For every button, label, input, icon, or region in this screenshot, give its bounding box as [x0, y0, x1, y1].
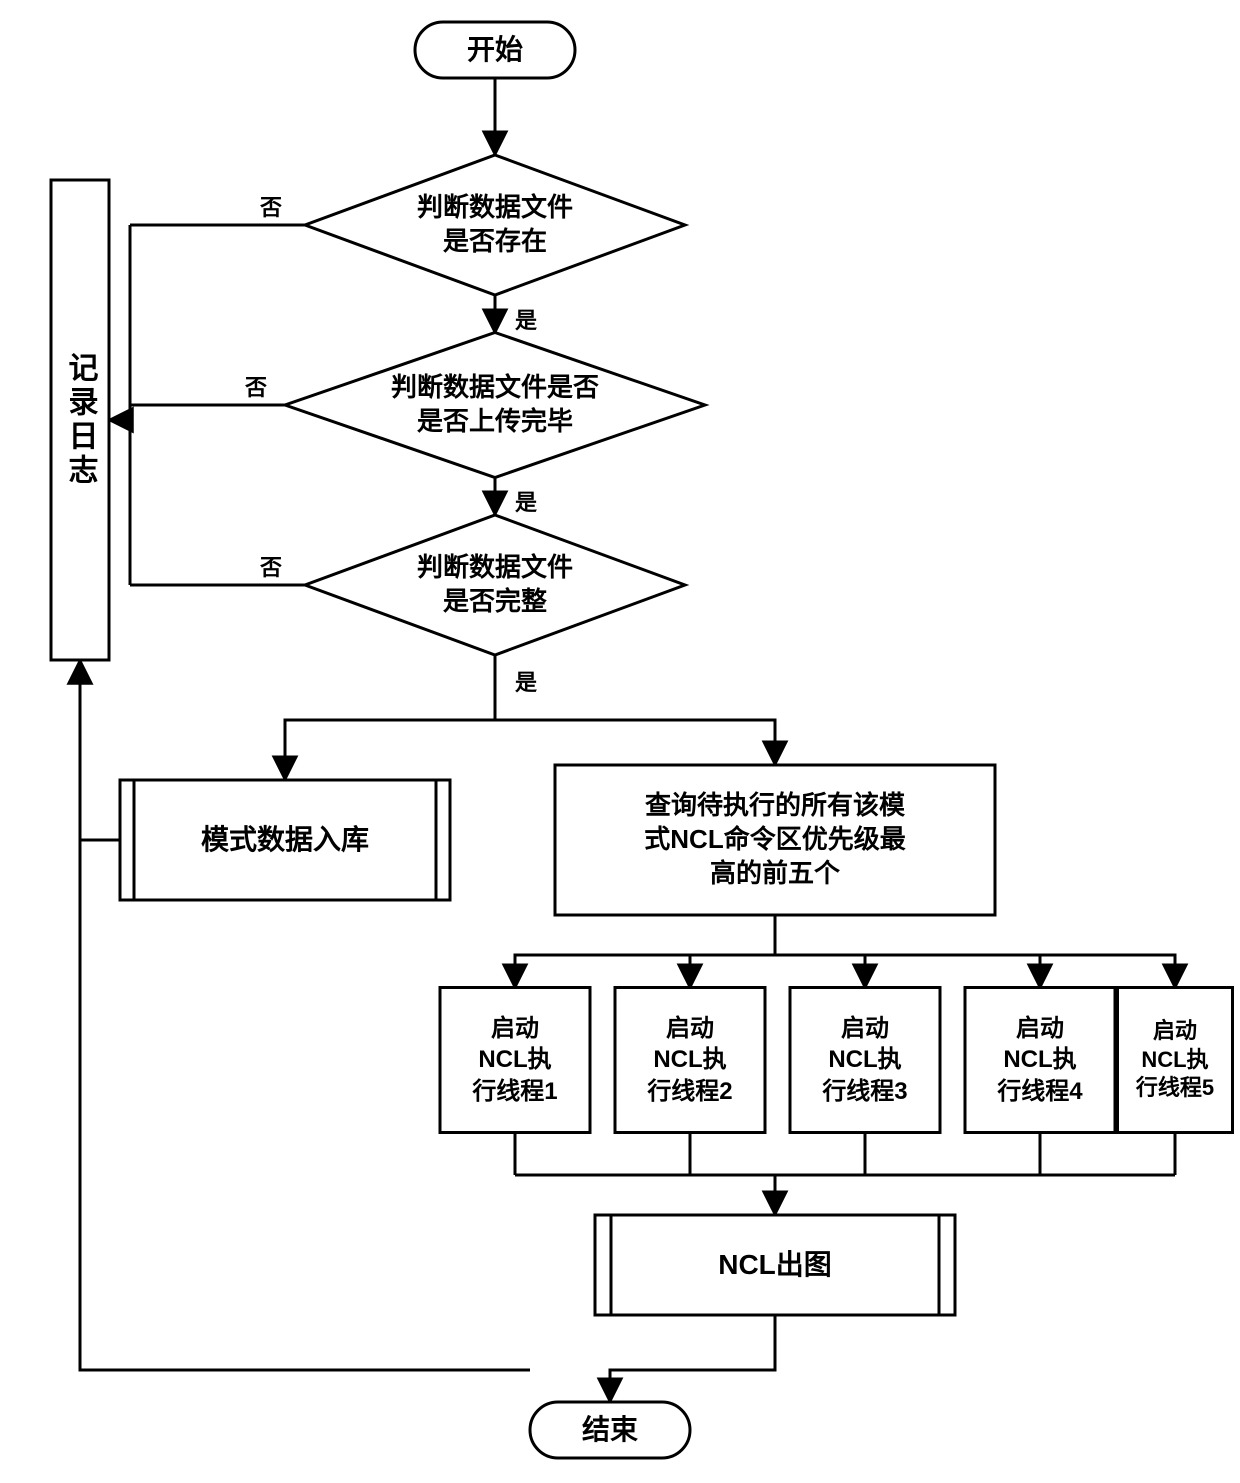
- flowchart-svg: [0, 0, 1240, 1483]
- flowchart-canvas: 开始判断数据文件 是否存在判断数据文件是否 是否上传完毕判断数据文件 是否完整记…: [0, 0, 1240, 1483]
